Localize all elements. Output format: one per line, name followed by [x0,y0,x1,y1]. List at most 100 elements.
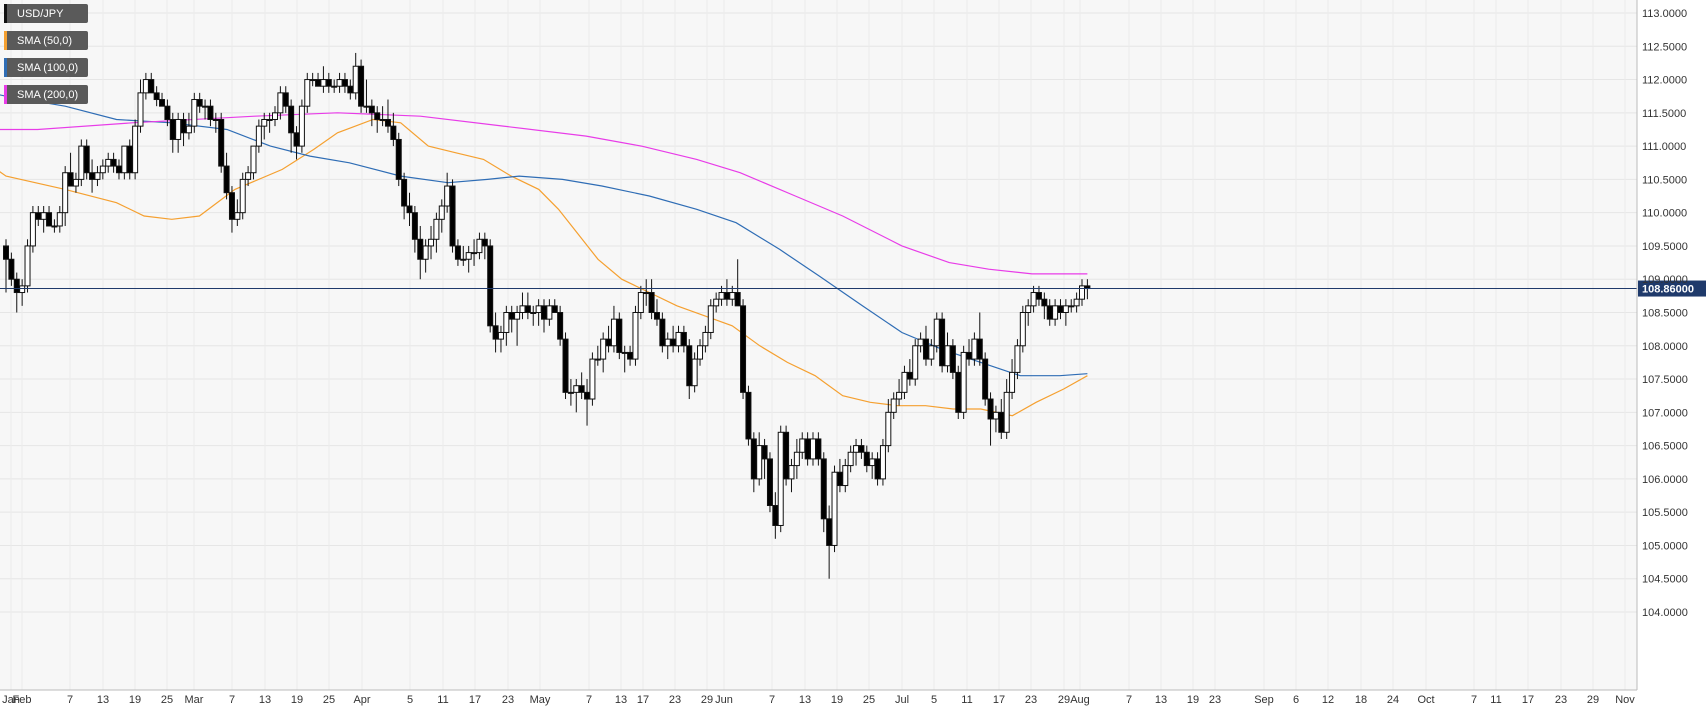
candle [702,325,709,353]
y-tick-label: 107.0000 [1642,407,1688,419]
candle [185,112,192,140]
candle-body-down [374,112,381,120]
x-tick-label: Apr [353,694,370,706]
y-tick-label: 111.5000 [1642,108,1686,120]
candle-body-up [573,385,580,393]
candle-body-up [621,351,628,354]
candle [713,292,720,313]
candle-body-down [740,305,747,393]
candle [761,438,768,479]
candle-body-down [820,458,827,520]
candle-body-down [3,245,9,260]
candle [250,145,257,180]
legend-label-usdjpy: USD/JPY [17,7,64,20]
candle-body-up [503,312,510,333]
y-tick-label: 104.0000 [1642,607,1688,619]
candle [62,166,69,226]
candle [1025,299,1032,326]
candle-body-down [487,245,494,327]
candle [481,232,488,260]
candle-body-up [1019,312,1026,347]
candle-body-up [29,212,36,247]
candle-body-up [142,79,149,94]
x-tick-label: Feb [13,694,32,706]
candle [46,206,53,227]
candle [272,106,278,127]
candle-body-up [890,398,897,413]
candle [449,179,456,253]
candle-body-up [777,431,784,526]
candle [955,365,962,419]
candle-body-down [1035,292,1042,300]
candle [438,199,445,233]
candle-body-up [352,65,359,94]
legend-item-sma50[interactable]: SMA (50,0) [4,31,89,50]
candle-body-down [815,438,822,460]
x-tick-label: Aug [1070,694,1090,706]
candle-body-up [245,172,252,180]
candle-body-down [686,345,693,387]
candle-body-up [438,205,445,220]
candle [901,365,908,400]
candle [766,452,773,513]
candle [820,452,827,533]
current-price-marker: 108.86000 [0,280,1706,297]
candle [406,192,413,226]
candle-body-up [691,358,698,387]
candle-body-up [132,125,139,174]
candle-body-up [255,125,262,147]
legend-item-sma200[interactable]: SMA (200,0) [4,85,89,104]
candle-body-up [476,238,483,254]
x-tick-label: 23 [669,694,681,706]
candle-body-up [594,358,601,361]
candle-body-down [551,305,558,314]
candle-body-down [858,445,865,453]
candle [928,339,935,366]
candle-body-up [933,318,940,347]
x-tick-label: Sep [1254,694,1274,706]
candle-body-down [159,99,166,107]
candle-body-up [885,411,892,447]
x-tick-label: 25 [323,694,335,706]
candle-body-up [896,391,903,400]
candle-body-up [664,338,671,347]
x-tick-label: 11 [961,694,972,706]
x-tick-label: 11 [437,694,448,706]
candle-body-down [524,305,531,314]
candle-body-up [239,178,246,214]
candle-body-down [411,212,418,240]
candle [680,325,687,353]
candle-body-down [653,312,660,320]
candle-body-down [836,471,843,487]
candle-body-down [358,65,365,107]
current-price-badge [1638,280,1706,297]
candle-body-up [546,305,553,320]
candle-body-down [541,305,547,320]
candle-body-up [514,312,521,320]
candle-body-up [309,79,316,82]
candle-body-down [766,458,773,507]
legend-item-sma100[interactable]: SMA (100,0) [4,58,89,77]
candle-body-down [325,79,332,87]
candle-body-down [616,318,623,353]
candle-body-down [492,325,499,340]
candle [885,399,892,453]
candle-body-up [1009,371,1016,393]
legend-item-usdjpy[interactable]: USD/JPY [4,4,89,23]
candle-body-up [1014,345,1021,373]
candle-body-up [799,438,806,453]
candle-body-up [718,292,725,300]
candle [707,299,714,340]
candle-body-up [992,411,999,420]
candle [578,372,585,400]
candle-body-down [315,79,322,87]
candle-body-down [110,158,117,167]
candle-body-up [40,212,47,220]
candle-body-down [126,145,133,174]
candle-body-down [1057,305,1064,314]
x-tick-label: 13 [615,694,627,706]
candle [164,99,171,127]
candle [562,332,569,400]
candle [648,279,655,320]
